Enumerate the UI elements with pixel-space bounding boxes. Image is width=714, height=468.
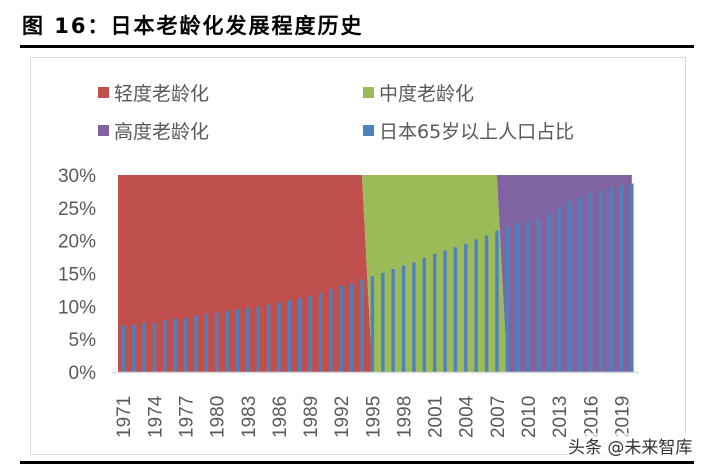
bar-1992 xyxy=(339,285,343,372)
bar-1998 xyxy=(401,265,406,372)
bar-2017 xyxy=(599,190,603,372)
legend-label: 中度老龄化 xyxy=(379,83,475,105)
y-tick-label: 25% xyxy=(58,199,96,220)
bottom-rule xyxy=(20,461,694,464)
bar-2003 xyxy=(453,247,458,372)
legend-item-severe: 高度老龄化 xyxy=(98,117,209,144)
bar-2005 xyxy=(474,239,478,372)
bar-1981 xyxy=(225,310,229,372)
bar-2007 xyxy=(495,230,499,372)
bar-2000 xyxy=(422,257,427,372)
legend-swatch xyxy=(363,125,374,136)
bar-1991 xyxy=(329,289,333,372)
figure-title: 图 16：日本老龄化发展程度历史 xyxy=(22,14,364,38)
bar-1986 xyxy=(277,302,281,372)
bar-1999 xyxy=(412,262,416,372)
x-tick-label: 2019 xyxy=(612,396,633,438)
legend-swatch xyxy=(98,125,109,136)
bar-2019 xyxy=(619,185,624,372)
y-tick-label: 0% xyxy=(69,363,97,384)
bar-2016 xyxy=(588,192,593,372)
title-rule xyxy=(20,45,694,48)
bar-2001 xyxy=(432,253,437,372)
x-tick-label: 1980 xyxy=(208,396,229,438)
legend-label: 日本65岁以上人口占比 xyxy=(379,121,575,143)
bar-2006 xyxy=(484,235,489,372)
watermark: 头条 @未来智库 xyxy=(568,433,693,458)
x-tick-label: 1983 xyxy=(239,396,260,438)
bar-1997 xyxy=(391,268,395,372)
bar-1982 xyxy=(235,309,240,372)
x-tick-label: 2001 xyxy=(426,396,447,438)
bar-1994 xyxy=(360,279,364,372)
bar-1976 xyxy=(173,318,177,372)
bar-1985 xyxy=(266,304,271,372)
bar-1984 xyxy=(256,306,260,372)
bar-1974 xyxy=(152,322,157,372)
bar-1993 xyxy=(349,283,354,372)
x-tick-label: 1992 xyxy=(332,396,353,438)
bar-1988 xyxy=(298,298,302,372)
bar-1996 xyxy=(381,272,385,372)
x-tick-label: 1974 xyxy=(145,395,166,438)
bar-2018 xyxy=(609,187,613,372)
bar-2015 xyxy=(578,197,582,372)
bar-1978 xyxy=(194,315,198,372)
bar-2012 xyxy=(547,213,551,372)
area-3 xyxy=(496,175,632,372)
bar-1975 xyxy=(163,320,167,372)
bar-1990 xyxy=(318,292,323,372)
y-tick-label: 10% xyxy=(58,297,96,318)
x-tick-label: 1998 xyxy=(394,396,415,438)
x-tick-label: 1995 xyxy=(363,396,384,438)
bar-1979 xyxy=(204,313,209,372)
bar-2014 xyxy=(567,201,572,372)
x-tick-label: 1977 xyxy=(176,396,197,438)
legend-item-moderate: 中度老龄化 xyxy=(363,79,474,106)
y-tick-label: 15% xyxy=(58,265,96,286)
bar-2010 xyxy=(526,220,530,372)
bar-1989 xyxy=(308,295,312,372)
bar-2020 xyxy=(630,183,634,372)
legend-swatch xyxy=(363,87,374,98)
x-tick-label: 2013 xyxy=(550,396,571,438)
x-tick-label: 2010 xyxy=(519,396,540,438)
x-tick-label: 2004 xyxy=(457,395,478,438)
bar-2008 xyxy=(505,226,510,372)
y-tick-label: 30% xyxy=(58,166,96,187)
bar-2013 xyxy=(557,207,561,372)
legend-item-mild: 轻度老龄化 xyxy=(98,79,209,106)
bar-1973 xyxy=(142,322,146,372)
x-tick-label: 2016 xyxy=(581,396,602,438)
bar-2009 xyxy=(516,222,520,372)
bar-1995 xyxy=(370,276,375,372)
legend-label: 高度老龄化 xyxy=(114,121,210,143)
x-tick-label: 1989 xyxy=(301,396,322,438)
bar-2011 xyxy=(536,218,541,372)
bar-1983 xyxy=(246,307,250,372)
y-tick-label: 20% xyxy=(58,232,96,253)
x-tick-label: 2007 xyxy=(488,396,509,438)
legend-label: 轻度老龄化 xyxy=(114,83,210,105)
y-tick-label: 5% xyxy=(69,330,97,351)
legend-item-share: 日本65岁以上人口占比 xyxy=(363,117,574,144)
chart-frame xyxy=(30,57,686,455)
x-tick-label: 1971 xyxy=(114,396,135,438)
bar-2002 xyxy=(443,250,447,372)
bar-1972 xyxy=(131,324,136,372)
bar-2004 xyxy=(464,243,468,372)
bar-1971 xyxy=(121,325,125,372)
bar-1980 xyxy=(215,312,219,372)
bar-1977 xyxy=(183,318,188,372)
legend-swatch xyxy=(98,87,109,98)
area-1 xyxy=(118,175,373,372)
x-tick-label: 1986 xyxy=(270,396,291,438)
bar-1987 xyxy=(287,300,292,372)
